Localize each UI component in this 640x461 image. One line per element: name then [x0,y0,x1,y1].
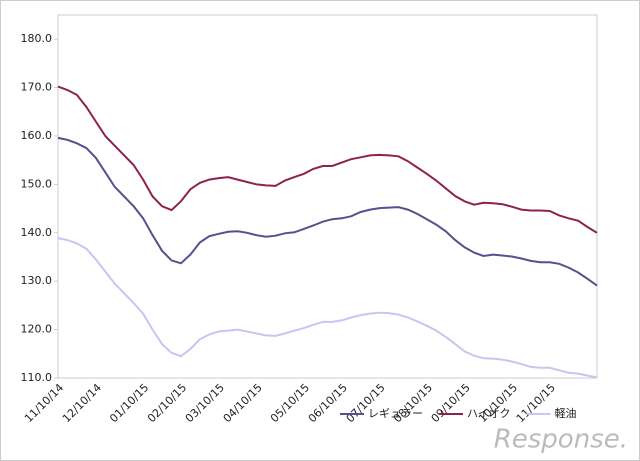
y-tick-label: 110.0 [21,371,53,384]
y-tick-label: 140.0 [21,226,53,239]
series-line [57,136,598,287]
legend-label: ハイオク [467,407,511,420]
y-tick-label: 120.0 [21,323,53,336]
y-tick-label: 130.0 [21,274,53,287]
legend-label: レギュラー [368,407,423,420]
y-tick-label: 180.0 [21,32,53,45]
y-tick-label: 150.0 [21,177,53,190]
plot-frame [57,14,598,379]
watermark: Response. [494,425,628,455]
y-tick-label: 170.0 [21,81,53,94]
series-line [57,237,598,379]
legend-label: 軽油 [555,406,577,420]
series-line [57,85,598,234]
y-tick-label: 160.0 [21,129,53,142]
